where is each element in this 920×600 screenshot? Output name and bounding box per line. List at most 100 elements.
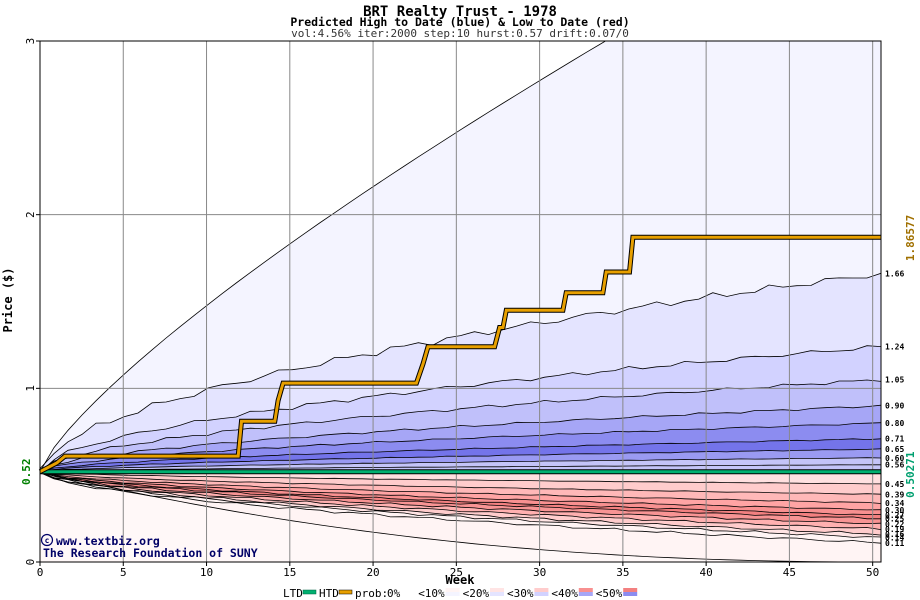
legend-ltd-swatch: [302, 589, 317, 595]
chart-subtitle: Predicted High to Date (blue) & Low to D…: [290, 15, 629, 29]
quantile-line-10: [40, 471, 881, 485]
right-label-0: 1.66: [885, 270, 904, 279]
right-label-11: 0.34: [885, 499, 904, 508]
legend-bin-label-1: <10%: [418, 587, 445, 600]
right-label-3: 0.90: [885, 402, 904, 411]
quantile-lines: [40, 41, 881, 562]
y-tick-label-2: 2: [24, 211, 37, 218]
y-tick-label-0: 0: [24, 559, 37, 566]
lower-band-10: [40, 472, 881, 544]
series-lines: [38, 234, 881, 475]
legend-bin-swatch-high-1: [445, 592, 460, 596]
right-quantile-labels: 1.66 1.24 1.05 0.90 0.80 0.710.650.600.56 0.45…: [885, 270, 904, 548]
upper-band-4: [40, 405, 881, 473]
copyright-icon: [40, 533, 54, 547]
quantile-line-15: [40, 470, 881, 520]
upper-band-2: [40, 345, 881, 473]
quantile-line-18: [40, 470, 881, 536]
plot-frame: [39, 40, 882, 563]
x-axis-ticks: 0 5 10 15 20 25 30 35 40 45 50: [37, 562, 879, 579]
upper-band-1: [40, 273, 881, 473]
legend-bin-swatch-low-3: [534, 588, 549, 592]
x-tick-label-45: 45: [783, 566, 796, 579]
chart-params: vol:4.56% iter:2000 step:10 hurst:0.57 d…: [291, 27, 629, 40]
chart-title: BRT Realty Trust - 1978: [363, 4, 557, 20]
ltd-value-label: 0.50271: [904, 451, 917, 498]
lower-band-floor: [40, 471, 881, 562]
x-tick-label-5: 5: [120, 566, 127, 579]
quantile-line-5: [40, 422, 881, 473]
lower-band-5: [40, 471, 881, 519]
watermark-line2: The Research Foundation of SUNY: [43, 546, 258, 560]
quantile-line-17: [40, 471, 881, 530]
htd-line: [39, 235, 881, 474]
right-label-9: 0.45: [885, 480, 904, 489]
right-label-17: 0.16: [885, 530, 904, 539]
y-tick-label-1: 1: [24, 385, 37, 392]
quantile-line-4: [40, 404, 881, 473]
right-label-4: 0.80: [885, 419, 904, 428]
right-label-19: 0.11: [885, 539, 904, 548]
legend-bins: 0% <10% <20% <30% <40% <50%: [387, 587, 638, 600]
upper-band-7: [40, 448, 881, 472]
watermark: c www.textbiz.org The Research Foundatio…: [40, 533, 258, 560]
x-tick-label-50: 50: [866, 566, 879, 579]
quantile-line-6: [40, 438, 881, 472]
lower-band-4: [40, 471, 881, 515]
right-label-8: 0.56: [885, 461, 904, 470]
legend-bin-label-3: <30%: [507, 587, 534, 600]
legend-bin-swatch-low-0: [401, 588, 416, 592]
htd-value-label: 1.86577: [904, 215, 917, 261]
svg-text:c: c: [45, 536, 50, 545]
legend-bin-label-5: <50%: [596, 587, 623, 600]
x-tick-label-20: 20: [366, 566, 379, 579]
upper-band-5: [40, 422, 881, 473]
quantile-line-0: [40, 41, 607, 472]
right-label-14: 0.25: [885, 515, 904, 524]
quantile-line-20: [40, 472, 881, 544]
y-axis-label: Price ($): [1, 267, 15, 332]
x-tick-label-40: 40: [700, 566, 713, 579]
probability-bands: [40, 41, 881, 562]
x-tick-label-35: 35: [616, 566, 629, 579]
legend-bin-swatch-low-2: [490, 588, 504, 592]
legend-bin-swatch-low-1: [445, 588, 460, 592]
x-tick-label-15: 15: [283, 566, 296, 579]
y-tick-label-3: 3: [24, 38, 37, 45]
legend-bin-swatch-high-2: [490, 592, 504, 596]
legend-bin-swatch-high-5: [623, 592, 638, 596]
legend-htd-label: HTD: [319, 587, 339, 600]
grid-lines: [40, 41, 881, 562]
lower-band-7: [40, 471, 881, 530]
legend-bin-label-0: 0%: [387, 587, 401, 600]
x-tick-label-0: 0: [37, 566, 44, 579]
upper-band-0: [40, 41, 881, 472]
legend-htd-swatch: [338, 589, 353, 595]
x-axis-label: Week: [446, 573, 476, 587]
x-tick-label-30: 30: [533, 566, 546, 579]
right-label-5: 0.71: [885, 435, 904, 444]
lower-band-0: [40, 471, 881, 484]
lower-band-11: [40, 471, 881, 562]
watermark-line1: www.textbiz.org: [56, 534, 160, 548]
lower-band-2: [40, 471, 881, 504]
x-tick-label-10: 10: [200, 566, 213, 579]
lower-band-8: [40, 470, 881, 536]
quantile-line-16: [40, 471, 881, 525]
upper-band-6: [40, 438, 881, 472]
quantile-line-13: [40, 471, 881, 511]
quantile-line-1: [40, 272, 881, 469]
legend-bin-swatch-low-4: [578, 588, 593, 592]
quantile-line-11: [40, 471, 881, 495]
legend-ltd-label: LTD: [283, 587, 303, 600]
legend-bin-swatch-high-0: [401, 592, 416, 596]
right-label-10: 0.39: [885, 490, 904, 499]
x-tick-label-25: 25: [450, 566, 463, 579]
lower-band-3: [40, 471, 881, 510]
quantile-line-12: [40, 471, 881, 504]
quantile-line-7: [40, 448, 881, 473]
y-axis-ticks: 0 1 2 3: [24, 38, 40, 566]
quantile-line-2: [40, 345, 881, 473]
legend: LTD HTD prob: 0% <10% <20% <30% <40% <50%: [283, 587, 638, 600]
